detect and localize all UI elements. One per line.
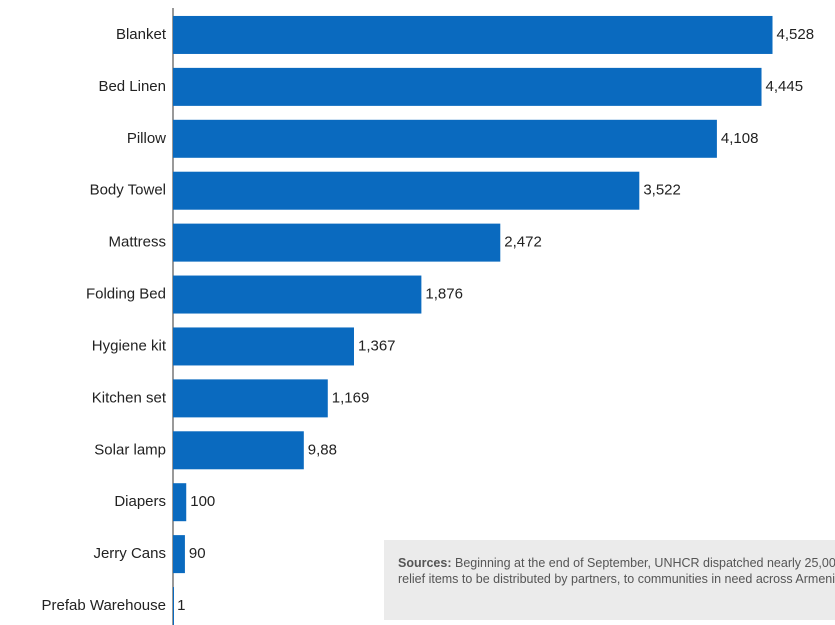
value-label: 1,169 [332, 389, 370, 406]
note-text: Beginning at the end of September, UNHCR… [398, 556, 835, 586]
category-label: Prefab Warehouse [41, 597, 166, 614]
bar [173, 587, 174, 625]
category-label: Bed Linen [98, 78, 166, 95]
bar [173, 171, 640, 210]
bar [173, 119, 717, 158]
value-label: 9,88 [308, 441, 337, 458]
bar [173, 223, 501, 262]
bar [173, 15, 773, 54]
note-label: Sources: [398, 556, 452, 570]
value-label: 4,445 [766, 78, 804, 95]
bar [173, 67, 762, 106]
category-label: Solar lamp [94, 441, 166, 458]
value-label: 2,472 [504, 234, 542, 251]
value-label: 4,528 [777, 26, 815, 43]
bar [173, 535, 185, 574]
note-box: Sources: Beginning at the end of Septemb… [384, 540, 835, 620]
value-label: 1,367 [358, 337, 396, 354]
category-label: Hygiene kit [92, 337, 167, 354]
note: Sources: Beginning at the end of Septemb… [398, 555, 835, 587]
bar [173, 379, 328, 418]
value-label: 100 [190, 493, 215, 510]
category-label: Body Towel [90, 182, 166, 199]
bar [173, 275, 422, 314]
value-label: 3,522 [643, 182, 681, 199]
category-label: Jerry Cans [93, 545, 166, 562]
category-label: Kitchen set [92, 389, 167, 406]
category-label: Pillow [127, 130, 166, 147]
bar [173, 483, 187, 522]
value-label: 1,876 [425, 286, 463, 303]
value-label: 4,108 [721, 130, 759, 147]
bar [173, 431, 304, 470]
category-label: Mattress [108, 234, 166, 251]
category-label: Folding Bed [86, 286, 166, 303]
bar [173, 327, 354, 366]
value-label: 1 [177, 597, 185, 614]
category-label: Blanket [116, 26, 167, 43]
value-label: 90 [189, 545, 206, 562]
category-label: Diapers [114, 493, 166, 510]
